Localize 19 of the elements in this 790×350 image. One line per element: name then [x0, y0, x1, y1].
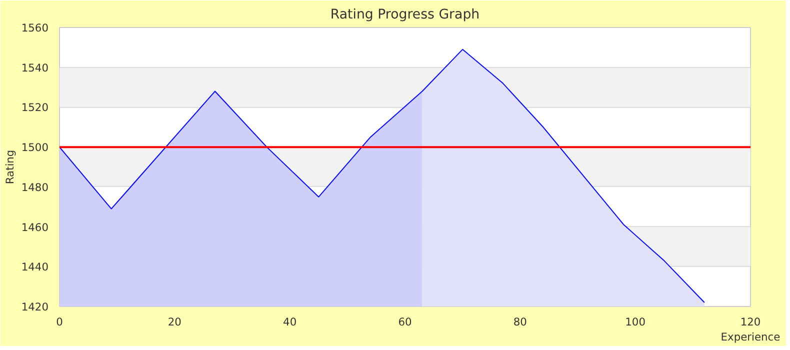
- y-tick-label: 1540: [21, 61, 49, 74]
- line-series: [60, 48, 705, 304]
- x-tick-label: 20: [168, 316, 182, 328]
- x-tick-label: 40: [283, 316, 297, 328]
- y-tick-label: 1500: [21, 141, 49, 154]
- y-tick-label: 1560: [21, 22, 49, 34]
- chart-title: Rating Progress Graph: [330, 8, 480, 22]
- x-tick-label: 120: [740, 316, 761, 328]
- x-axis-title: Experience: [720, 330, 780, 344]
- y-axis-title: Rating: [3, 150, 16, 184]
- y-tick-label: 1420: [21, 300, 49, 314]
- y-tick-label: 1480: [21, 180, 49, 194]
- x-tick-label: 0: [56, 316, 64, 328]
- x-tick-label: 60: [398, 316, 412, 328]
- x-tick-label: 100: [625, 316, 646, 328]
- y-tick-label: 1520: [21, 101, 49, 114]
- x-tick-label: 80: [513, 316, 528, 328]
- y-tick-label: 1460: [21, 220, 49, 234]
- y-tick-label: 1440: [21, 260, 49, 274]
